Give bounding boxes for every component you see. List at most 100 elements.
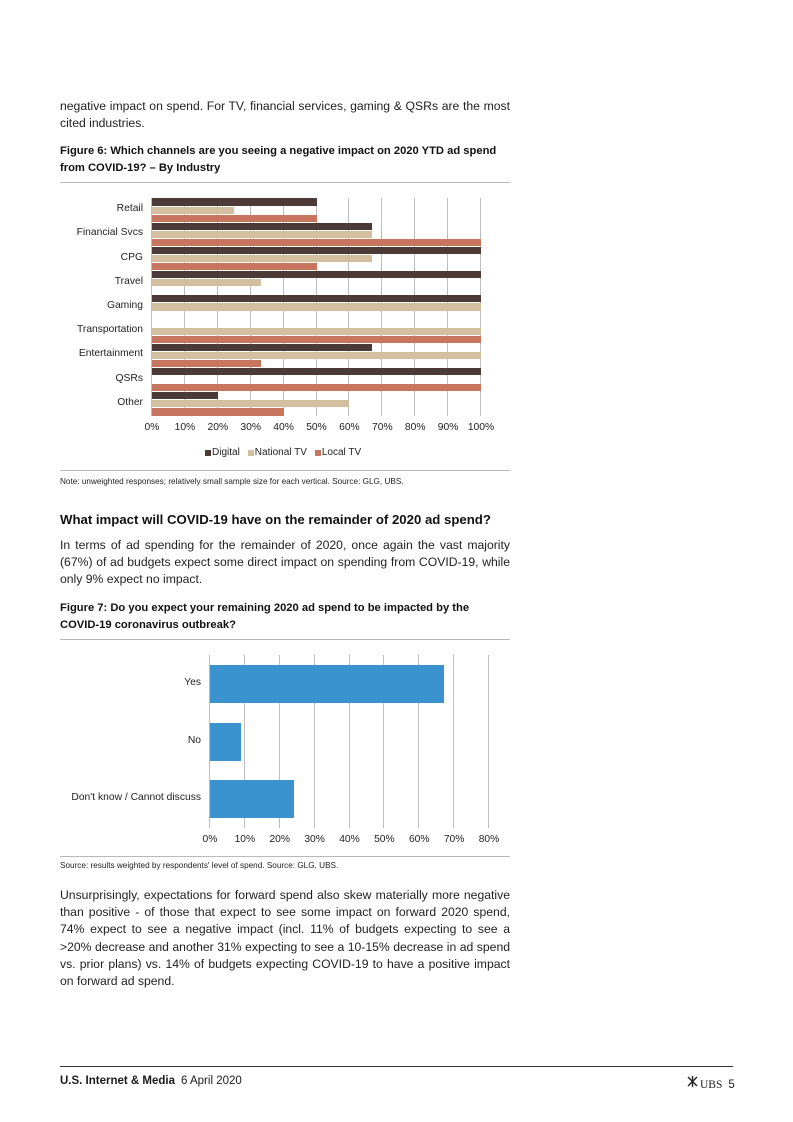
fig6-bar-local-tv-other [152, 408, 284, 416]
intro-paragraph: negative impact on spend. For TV, financ… [60, 99, 510, 131]
fig6-category-label: QSRs [115, 372, 143, 384]
fig6-bar-digital-entertainment [152, 343, 373, 351]
fig6-bar-digital-retail [152, 198, 317, 206]
fig7-gridline [278, 655, 280, 828]
fig6-x-tick-label: 90% [437, 422, 459, 433]
figure-7-chart: 0% 10% 20% 30% 40% 50% 60% 70% 80% Yes No Don't kno… [71, 655, 500, 845]
fig6-bar-national-tv-retail [152, 206, 235, 214]
fig6-category-label: Entertainment [78, 348, 143, 360]
fig6-x-tick-label: 30% [240, 422, 261, 433]
fig6-category-label: Transportation [76, 324, 143, 336]
fig6-bar-local-tv-cpg [152, 263, 317, 271]
fig7-gridline [418, 655, 420, 828]
legend-item-local-tv: Local TV [314, 447, 362, 458]
fig6-category-label: Financial Svcs [76, 227, 143, 239]
fig7-x-tick-label: 60% [408, 834, 430, 845]
fig6-category-label: Travel [114, 275, 143, 287]
fig7-gridline [453, 655, 455, 828]
fig6-bar-digital-other [152, 392, 218, 400]
fig7-category-label: Yes [184, 676, 201, 688]
closing-paragraph: Unsurprisingly, expectations for forward… [60, 888, 510, 989]
fig6-bar-national-tv-other [152, 400, 350, 408]
figure-7-bottom-rule [60, 856, 510, 857]
figure-6-legend: Digital National TV Local TV [205, 447, 365, 458]
fig6-bar-digital-qsrs [152, 367, 481, 376]
fig6-category-label: Other [117, 396, 143, 408]
fig6-x-tick-label: 10% [174, 422, 196, 433]
fig6-x-tick-label: 60% [339, 422, 360, 433]
legend-swatch-digital [205, 449, 211, 456]
fig6-category-label: Retail [116, 203, 143, 215]
fig7-category-label: No [187, 734, 201, 746]
fig7-category-label: Don't know / Cannot discuss [71, 792, 201, 804]
fig6-bar-digital-gaming [152, 295, 481, 303]
fig6-bar-national-tv-financial-svcs [152, 230, 373, 238]
section-heading: What impact will COVID-19 have on the re… [60, 512, 491, 527]
legend-label-national-tv: National TV [254, 447, 307, 458]
footer-report-title: U.S. Internet & Media [60, 1075, 176, 1087]
ubs-keys-logo-icon [687, 1076, 698, 1087]
footer-date: 6 April 2020 [181, 1075, 242, 1087]
fig7-bar-don-t-know-cannot-discuss [210, 780, 294, 819]
fig6-bar-local-tv-transportation [152, 335, 481, 343]
legend-label-digital: Digital [212, 447, 240, 458]
page-number: 5 [728, 1079, 735, 1091]
footer-rule [60, 1066, 733, 1067]
fig6-gridline [151, 198, 152, 416]
figure-7-title: Figure 7: Do you expect your remaining 2… [60, 602, 470, 631]
fig7-x-tick-label: 20% [269, 834, 291, 845]
figure-7-note: Source: results weighted by respondents'… [60, 861, 339, 870]
footer-right: UBS 5 [686, 1075, 735, 1091]
fig7-gridline [383, 655, 385, 828]
fig6-x-tick-label: 50% [306, 422, 327, 433]
legend-swatch-national-tv [247, 449, 254, 456]
fig7-x-tick-label: 40% [339, 834, 360, 845]
fig6-bar-national-tv-transportation [152, 327, 481, 335]
ubs-logo-text: UBS [700, 1079, 723, 1091]
fig6-x-tick-label: 80% [404, 422, 426, 433]
fig6-bar-digital-cpg [152, 246, 481, 255]
section-paragraph: In terms of ad spending for the remainde… [60, 538, 510, 587]
fig6-x-tick-label: 0% [144, 422, 160, 433]
fig6-category-label: Gaming [106, 300, 143, 311]
fig7-x-tick-label: 50% [374, 834, 395, 845]
fig6-x-tick-label: 40% [273, 422, 294, 433]
fig7-gridline [313, 655, 315, 828]
fig7-gridline [348, 655, 350, 828]
fig7-x-tick-label: 80% [478, 834, 500, 845]
fig7-bar-no [210, 722, 242, 761]
fig7-x-tick-label: 10% [234, 834, 256, 845]
figure-6-chart: 0% 10% 20% 30% 40% 50% 60% 70% 80% 90% 100% Retail F… [0, 0, 793, 480]
figure-6-bottom-rule [60, 470, 510, 471]
fig7-x-tick-label: 70% [443, 834, 465, 845]
fig7-gridline [209, 655, 210, 828]
fig6-bar-national-tv-gaming [152, 303, 481, 311]
fig6-x-tick-label: 70% [371, 422, 393, 433]
fig7-gridline [243, 655, 245, 828]
footer-left: U.S. Internet & Media 6 April 2020 [60, 1075, 242, 1087]
legend-swatch-local-tv [314, 449, 321, 456]
fig6-bar-national-tv-entertainment [152, 351, 481, 360]
figure-6-title: Figure 6: Which channels are you seeing … [60, 145, 497, 174]
fig7-bar-yes [210, 664, 444, 703]
fig6-bar-national-tv-cpg [152, 254, 373, 263]
fig6-bar-digital-travel [152, 271, 481, 279]
legend-item-national-tv: National TV [247, 447, 307, 458]
fig6-bar-local-tv-retail [152, 214, 317, 222]
legend-label-local-tv: Local TV [321, 447, 362, 458]
fig7-x-tick-label: 0% [202, 834, 218, 845]
fig6-bar-local-tv-financial-svcs [152, 238, 481, 247]
fig6-bar-national-tv-travel [152, 279, 261, 287]
fig6-x-tick-label: 20% [207, 422, 229, 433]
fig6-x-tick-label: 100% [467, 422, 495, 433]
figure-6-top-rule [60, 182, 510, 183]
fig7-x-tick-label: 30% [304, 834, 325, 845]
fig6-category-label: CPG [120, 251, 143, 263]
fig6-bar-digital-financial-svcs [152, 222, 373, 230]
legend-item-digital: Digital [205, 447, 240, 458]
figure-7-top-rule [60, 639, 510, 640]
fig6-bar-local-tv-qsrs [152, 384, 481, 392]
figure-6-note: Note: unweighted responses; relatively s… [60, 477, 404, 486]
fig6-bar-local-tv-entertainment [152, 359, 261, 368]
fig7-gridline [488, 655, 489, 828]
